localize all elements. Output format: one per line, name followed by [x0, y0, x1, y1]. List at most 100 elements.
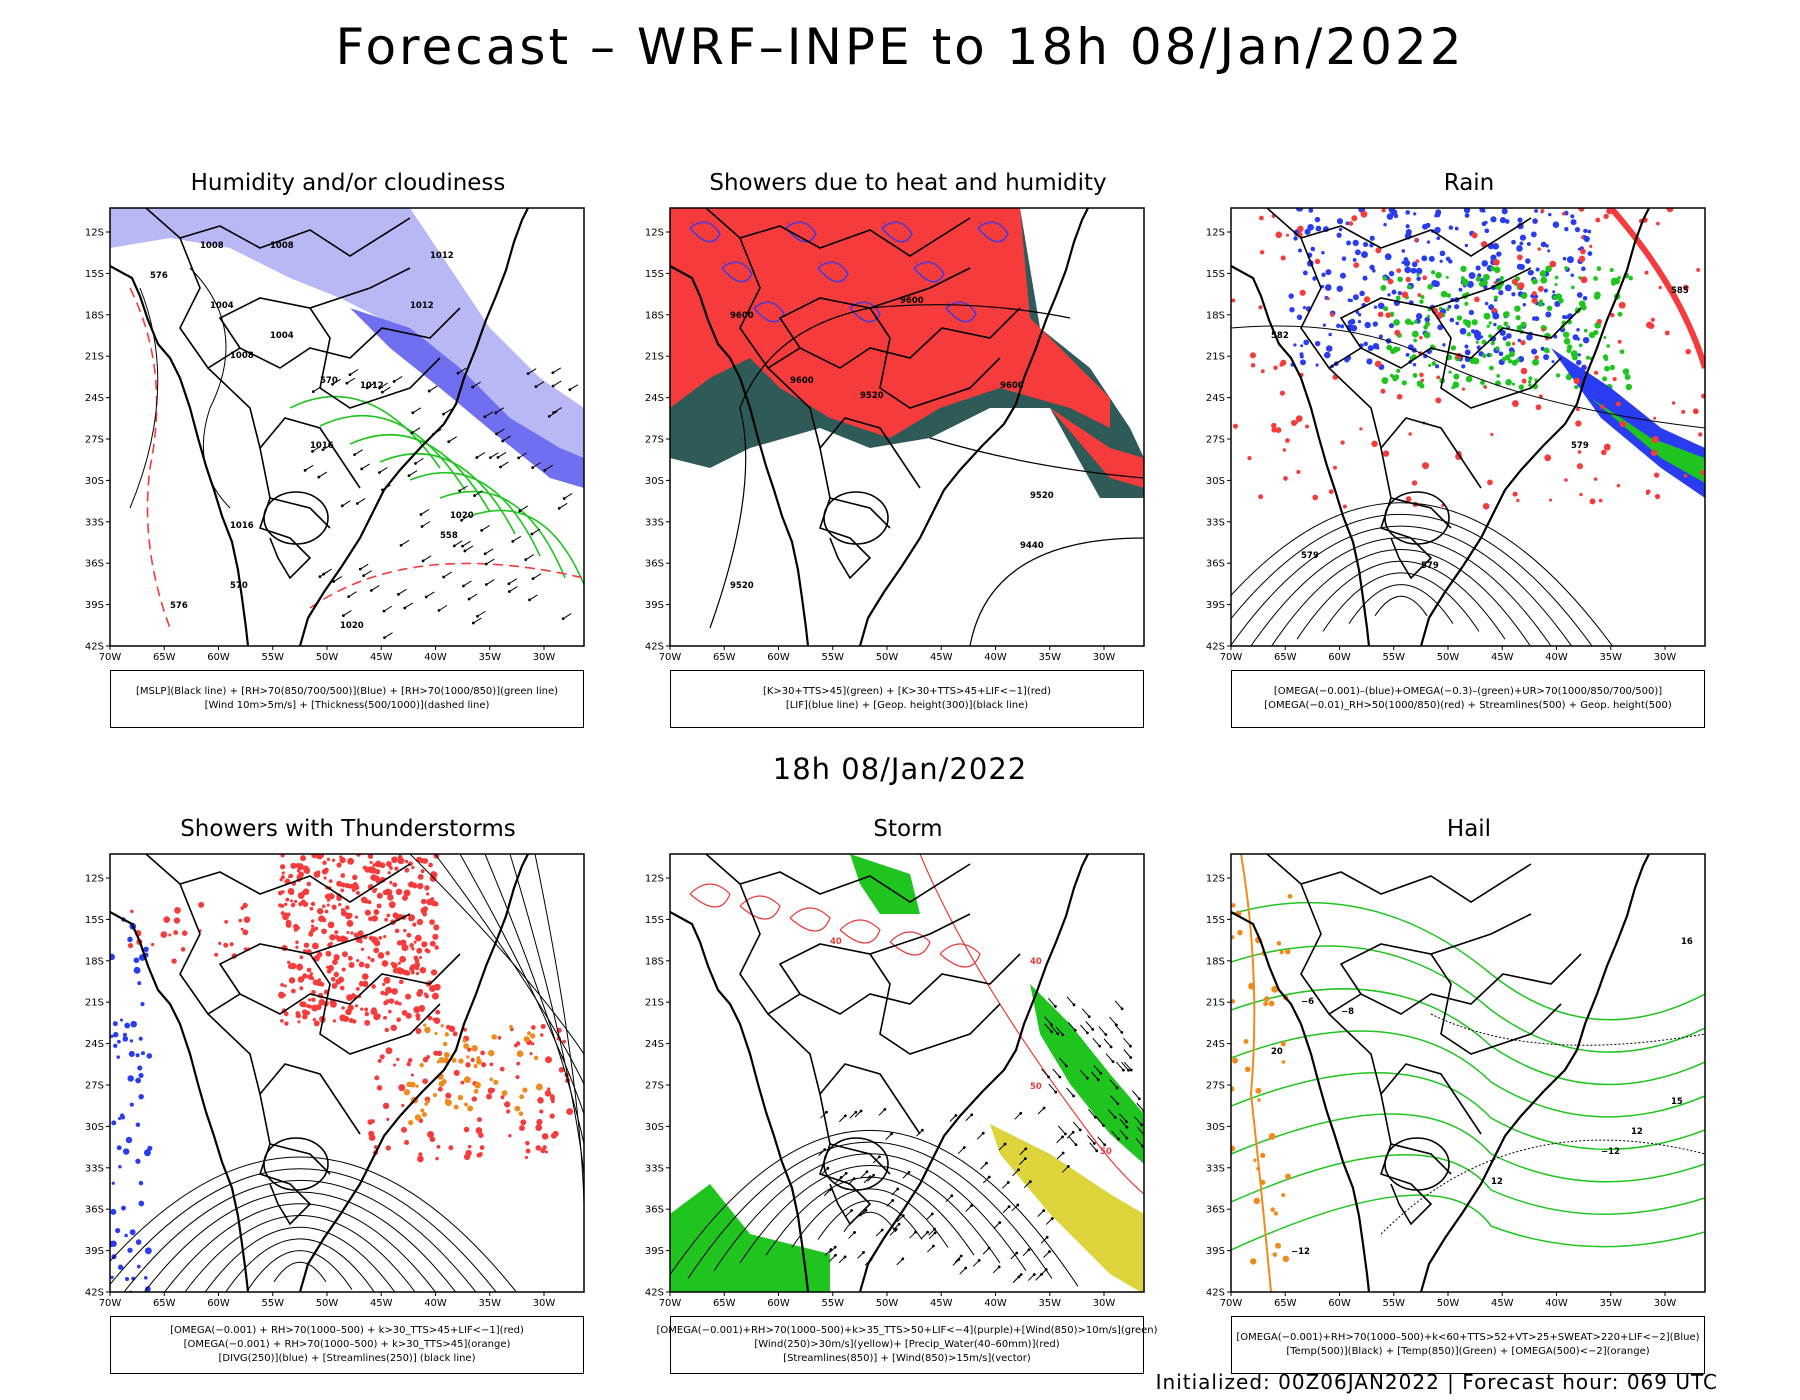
omega-blue [1425, 222, 1431, 228]
omega500-orange [1281, 1060, 1286, 1064]
wind-vector-head [1140, 1123, 1143, 1127]
wind-vector-head [489, 456, 492, 460]
lat-label: 24S [645, 393, 664, 404]
thunder-red [295, 945, 299, 949]
omega-green [1570, 350, 1578, 358]
thunder-red [295, 940, 299, 945]
omega-green [1603, 335, 1607, 340]
wind850-green [850, 854, 920, 914]
thunder-red [329, 934, 336, 941]
thunder-red [426, 898, 433, 906]
thunder-red [311, 990, 316, 995]
wind-vector-head [985, 1161, 988, 1165]
thunder-orange [463, 1043, 470, 1049]
wind-vector-head [534, 385, 538, 389]
omega-red [1593, 477, 1598, 481]
wind-vector [1043, 1251, 1050, 1258]
omega-red [1575, 420, 1582, 427]
wind-vector-head [462, 584, 465, 588]
lat-label: 33S [1206, 1163, 1225, 1174]
omega-blue [1548, 212, 1552, 217]
thunder-orange [535, 1083, 543, 1091]
thunder-red [425, 892, 430, 896]
thunder-red [324, 894, 330, 900]
thunder-red [339, 855, 343, 859]
omega-blue [1511, 292, 1516, 297]
omega-green [1609, 267, 1614, 273]
omega-red [1259, 250, 1265, 255]
lon-label: 65W [1274, 1298, 1297, 1309]
wind-vector-head [547, 414, 551, 418]
thunder-red [383, 935, 387, 939]
lat-label: 39S [1206, 1246, 1225, 1257]
thunder-red [181, 930, 188, 936]
wind-vector-head [399, 543, 403, 547]
wind-vector-head [499, 465, 502, 469]
wind-vector [379, 467, 388, 473]
omega-green [1505, 378, 1512, 386]
panel-title: Rain [1443, 170, 1495, 196]
omega-green [1602, 376, 1608, 382]
omega500-orange [1232, 1057, 1239, 1064]
wind-vector-head [1103, 1143, 1107, 1147]
thunder-red [405, 993, 412, 1000]
wind-vector [1090, 1071, 1099, 1081]
wind-vector-head [427, 389, 431, 393]
wind-vector-head [1065, 1064, 1068, 1068]
omega-blue [1490, 254, 1497, 261]
thunder-red [396, 1057, 400, 1062]
wind-vector [848, 1232, 855, 1239]
thunder-red [224, 920, 228, 924]
thunder-red [435, 1009, 441, 1015]
wind-vector-head [524, 558, 528, 561]
thunder-red [544, 1090, 552, 1097]
wind-vector [486, 579, 495, 585]
thunder-orange [476, 1056, 481, 1061]
thunder-red [198, 901, 205, 908]
thunder-red [395, 967, 403, 975]
omega-red [1535, 404, 1542, 411]
thunder-red [407, 1058, 413, 1063]
omega-blue [1367, 345, 1374, 352]
wind-vector-head [959, 1254, 963, 1258]
contour-label: 9520 [1030, 491, 1054, 501]
wind-vector-head [1016, 1203, 1020, 1207]
contour-label: 9600 [900, 296, 924, 306]
omega-blue [1454, 304, 1460, 310]
omega-red [1576, 463, 1583, 470]
omega-green [1543, 347, 1550, 354]
wind-vector [366, 382, 376, 389]
thunder-orange [408, 1120, 414, 1126]
wind-vector [333, 576, 343, 582]
thunder-red [326, 903, 330, 907]
omega-blue [1295, 208, 1303, 212]
omega-blue [1312, 276, 1317, 281]
omega-blue [1531, 348, 1538, 355]
thunder-red [315, 1004, 322, 1010]
thunder-red [296, 963, 304, 971]
wind-vector-head [317, 475, 321, 479]
omega-green [1555, 373, 1561, 378]
lat-label: 12S [645, 228, 664, 239]
omega500-orange [1272, 1252, 1278, 1258]
wind-vector-head [1015, 1251, 1019, 1255]
omega-red [1375, 247, 1382, 254]
wind-vector-head [526, 372, 530, 376]
wind-vector [462, 540, 471, 547]
streamline [1348, 584, 1454, 624]
thunder-red [299, 1001, 305, 1007]
thunder-red [368, 935, 374, 941]
wind-vector-head [507, 582, 511, 586]
lat-label: 15S [85, 915, 104, 926]
wind-vector-head [331, 382, 334, 386]
thunder-red [301, 891, 305, 895]
omega-blue [1336, 232, 1342, 238]
panel-showers-heat: Showers due to heat and humidity 9600 9600… [628, 170, 1188, 750]
omega-red [1305, 424, 1310, 429]
wind-vector-head [1056, 1032, 1060, 1036]
omega-red [1474, 296, 1480, 303]
contour-label: 1020 [450, 511, 474, 521]
thunder-red [401, 1009, 408, 1016]
omega-green [1420, 294, 1425, 299]
